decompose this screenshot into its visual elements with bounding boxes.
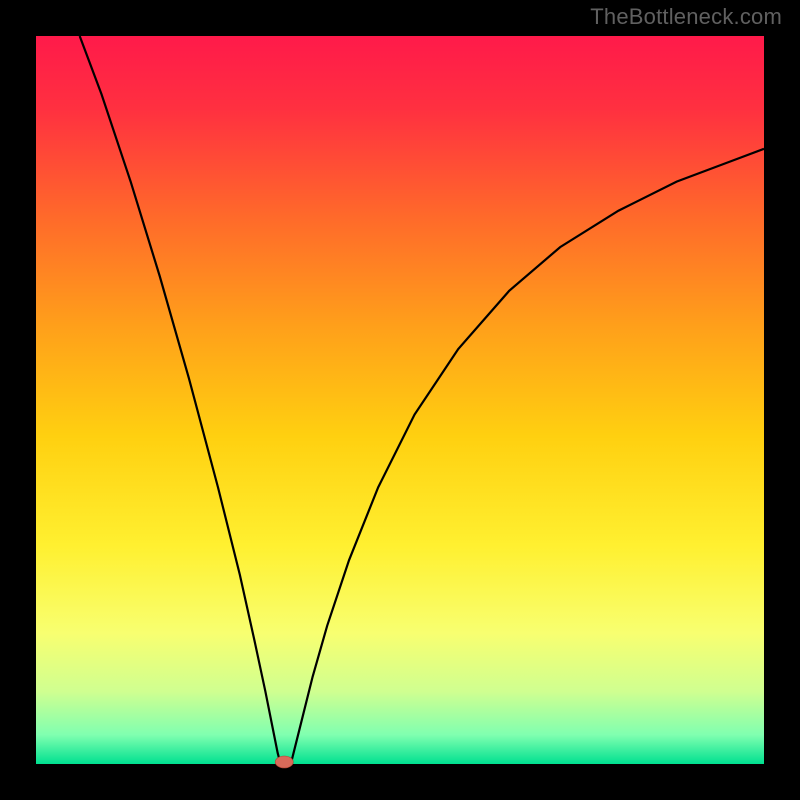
minimum-marker xyxy=(275,756,293,768)
plot-area xyxy=(36,36,764,764)
chart-container: TheBottleneck.com xyxy=(0,0,800,800)
watermark-text: TheBottleneck.com xyxy=(590,4,782,30)
bottleneck-chart xyxy=(0,0,800,800)
